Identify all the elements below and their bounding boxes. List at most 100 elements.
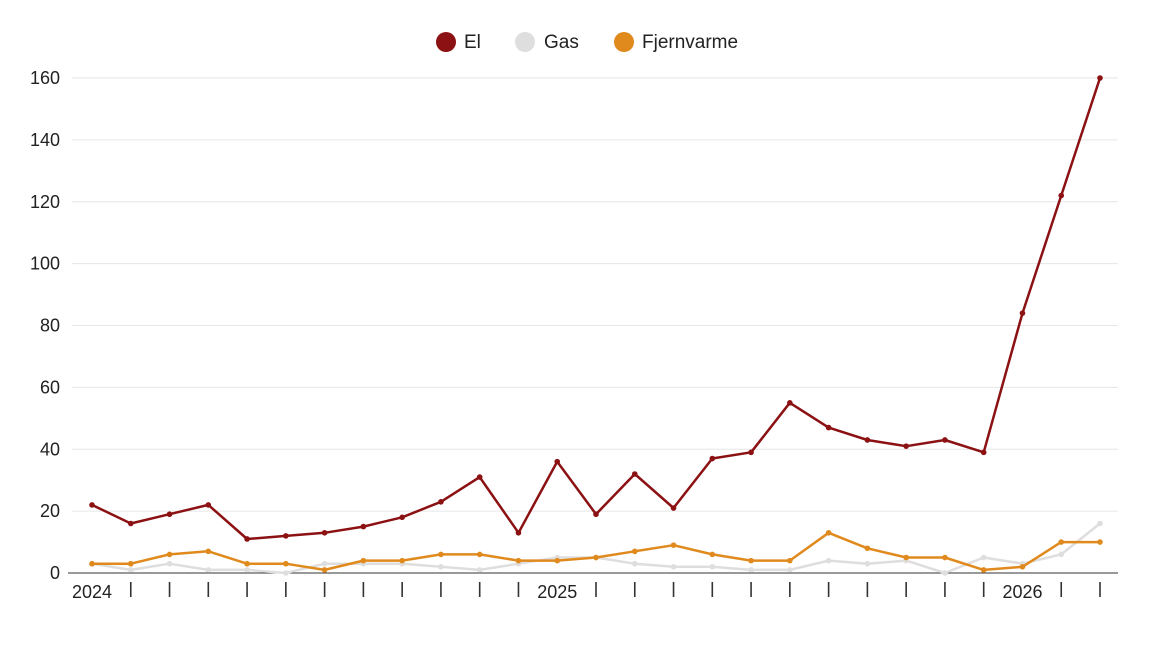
data-point-fjernvarme: [1058, 539, 1065, 545]
data-point-fjernvarme: [89, 560, 95, 567]
data-point-gas: [127, 567, 134, 573]
data-point-el: [283, 533, 289, 539]
x-tick-label: 2026: [1002, 582, 1042, 602]
data-point-el: [89, 502, 95, 508]
data-point-gas: [166, 560, 173, 567]
data-point-gas: [825, 557, 832, 564]
y-tick-label: 20: [40, 501, 60, 521]
y-tick-label: 120: [30, 192, 60, 212]
data-point-gas: [864, 560, 871, 567]
data-point-el: [205, 502, 212, 508]
data-point-el: [1019, 310, 1026, 316]
data-point-fjernvarme: [554, 557, 561, 564]
data-point-gas: [670, 564, 677, 570]
y-tick-label: 0: [50, 563, 60, 583]
data-point-gas: [205, 567, 212, 573]
data-point-gas: [244, 567, 250, 573]
data-point-el: [1058, 192, 1065, 199]
legend-swatch: [614, 32, 634, 52]
data-point-el: [748, 449, 754, 456]
series-gas: [89, 520, 1103, 576]
data-point-el: [438, 499, 444, 505]
data-point-el: [127, 520, 134, 527]
data-point-fjernvarme: [670, 542, 677, 548]
data-point-gas: [1097, 520, 1103, 527]
series-group: [89, 75, 1103, 576]
data-point-el: [515, 529, 522, 536]
data-point-fjernvarme: [360, 557, 367, 564]
data-point-fjernvarme: [1097, 539, 1103, 545]
data-point-fjernvarme: [399, 557, 405, 564]
data-point-el: [360, 523, 367, 530]
legend-label: Fjernvarme: [642, 32, 738, 53]
data-point-el: [709, 455, 716, 462]
data-point-gas: [438, 564, 444, 570]
data-point-fjernvarme: [166, 551, 173, 558]
data-point-el: [166, 511, 173, 518]
data-point-gas: [980, 554, 987, 561]
data-point-el: [980, 449, 987, 456]
data-point-gas: [1058, 551, 1065, 558]
data-point-fjernvarme: [321, 567, 328, 573]
legend-label: Gas: [544, 32, 579, 53]
y-tick-label: 140: [30, 130, 60, 150]
data-point-el: [1097, 75, 1103, 81]
series-line-el: [90, 76, 1102, 541]
data-point-fjernvarme: [127, 560, 134, 567]
data-point-fjernvarme: [244, 560, 250, 567]
data-point-el: [864, 437, 871, 443]
data-point-el: [825, 424, 832, 431]
data-point-fjernvarme: [476, 551, 483, 558]
data-point-el: [787, 400, 793, 406]
data-point-fjernvarme: [787, 557, 793, 564]
data-point-el: [670, 505, 677, 511]
data-point-fjernvarme: [942, 554, 948, 561]
data-point-gas: [709, 564, 716, 570]
data-point-el: [321, 529, 328, 536]
data-point-el: [942, 437, 948, 443]
legend-item-gas: Gas: [515, 32, 579, 53]
y-tick-label: 160: [30, 68, 60, 88]
y-tick-label: 60: [40, 377, 60, 397]
x-tick-label: 2024: [72, 582, 112, 602]
series-line-gas: [90, 522, 1102, 575]
data-point-gas: [283, 570, 289, 576]
data-point-el: [631, 471, 638, 477]
y-tick-label: 80: [40, 316, 60, 336]
series-fjernvarme: [89, 529, 1103, 573]
data-point-fjernvarme: [205, 548, 212, 555]
gridlines: [72, 77, 1118, 512]
y-axis: 0 20 40 60 80 100 120 140 160: [30, 68, 60, 583]
y-tick-label: 100: [30, 254, 60, 274]
data-point-fjernvarme: [748, 557, 754, 564]
series-line-fjernvarme: [90, 531, 1102, 572]
x-tick-label: 2025: [537, 582, 577, 602]
legend: El Gas Fjernvarme: [436, 32, 738, 53]
y-tick-label: 40: [40, 439, 60, 459]
data-point-fjernvarme: [515, 557, 522, 564]
data-point-el: [903, 443, 909, 449]
series-el: [89, 75, 1103, 542]
data-point-fjernvarme: [631, 548, 638, 555]
data-point-fjernvarme: [825, 529, 832, 536]
data-point-fjernvarme: [980, 567, 987, 573]
data-point-el: [244, 536, 250, 542]
data-point-gas: [476, 567, 483, 573]
data-point-fjernvarme: [438, 551, 444, 558]
legend-swatch: [515, 32, 535, 52]
data-point-gas: [787, 567, 793, 573]
x-axis: 2024 2025 2026: [68, 572, 1118, 602]
legend-swatch: [436, 32, 456, 52]
data-point-fjernvarme: [1019, 564, 1026, 570]
legend-label: El: [464, 32, 481, 53]
data-point-el: [476, 474, 483, 480]
data-point-el: [554, 458, 561, 465]
data-point-fjernvarme: [903, 554, 909, 561]
data-point-fjernvarme: [709, 551, 716, 558]
data-point-gas: [748, 567, 754, 573]
data-point-fjernvarme: [283, 560, 289, 567]
data-point-gas: [631, 560, 638, 567]
legend-item-fjernvarme: Fjernvarme: [614, 32, 738, 53]
data-point-el: [399, 514, 405, 521]
